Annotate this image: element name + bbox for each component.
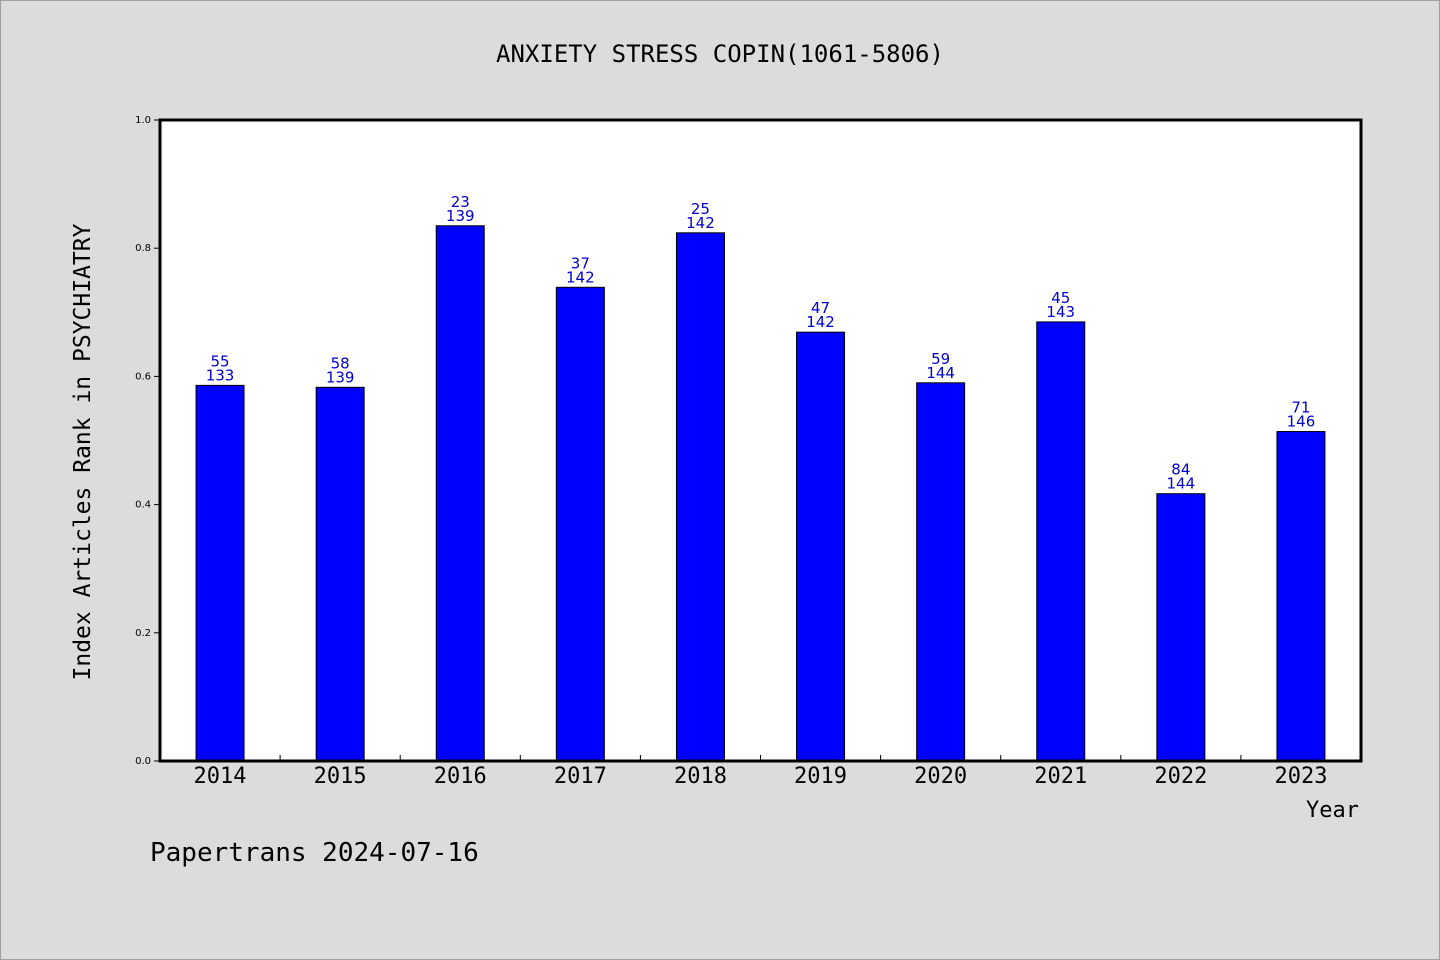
bar-2023 (1276, 431, 1326, 762)
rank-label: 55 (211, 352, 230, 370)
total-label: 142 (806, 313, 835, 331)
y-tick-label: 0.8 (135, 243, 151, 254)
x-tick-label: 2020 (914, 764, 967, 789)
rank-label: 23 (451, 193, 470, 211)
plot-border (158, 118, 1363, 763)
total-label: 144 (1167, 475, 1196, 493)
rank-label: 37 (571, 254, 590, 272)
y-tick-label: 1.0 (135, 115, 151, 126)
x-tick-label: 2016 (434, 764, 487, 789)
bar-2022 (1156, 493, 1206, 762)
total-label: 139 (326, 368, 355, 386)
bar-2015 (315, 386, 365, 762)
rank-label: 84 (1171, 461, 1190, 479)
x-tick-label: 2022 (1154, 764, 1207, 789)
total-label: 143 (1046, 303, 1075, 321)
x-tick-label: 2019 (794, 764, 847, 789)
total-label: 142 (566, 268, 595, 286)
total-label: 142 (686, 214, 715, 232)
rank-label: 25 (691, 200, 710, 218)
x-tick-label: 2018 (674, 764, 727, 789)
x-tick-label: 2015 (314, 764, 367, 789)
rank-label: 45 (1051, 289, 1070, 307)
x-tick-label: 2017 (554, 764, 607, 789)
bars-group (195, 225, 1326, 762)
total-label: 139 (446, 207, 475, 225)
y-tick-label: 0.4 (135, 500, 151, 511)
data-labels-group: 5513358139231393714225142471425914445143… (206, 193, 1316, 493)
x-tick-label: 2014 (194, 764, 247, 789)
bar-2021 (1036, 321, 1086, 762)
rank-label: 59 (931, 350, 950, 368)
y-tick-label: 0.0 (135, 756, 151, 767)
y-axis: 0.0 0.2 0.4 0.6 0.8 1.0 (135, 115, 160, 767)
x-tick-label: 2023 (1274, 764, 1327, 789)
x-axis-label: Year (1306, 798, 1359, 823)
bar-2016 (435, 225, 485, 762)
total-label: 133 (206, 366, 235, 384)
rank-label: 47 (811, 299, 830, 317)
y-tick-label: 0.6 (135, 371, 151, 382)
total-label: 144 (926, 364, 955, 382)
y-tick-label: 0.2 (135, 628, 151, 639)
chart-title: ANXIETY STRESS COPIN(1061-5806) (496, 40, 944, 68)
bar-2020 (916, 382, 966, 762)
bar-2017 (555, 286, 605, 762)
y-axis-label: Index Articles Rank in PSYCHIATRY (70, 223, 96, 680)
footer-credit: Papertrans 2024-07-16 (150, 838, 479, 868)
x-axis: 2014 2015 2016 2017 2018 2019 2020 2021 2022 2023 (194, 755, 1327, 789)
bar-2019 (796, 331, 846, 762)
rank-label: 58 (331, 354, 350, 372)
rank-label: 71 (1291, 399, 1310, 417)
x-tick-label: 2021 (1034, 764, 1087, 789)
total-label: 146 (1287, 413, 1316, 431)
bar-2018 (675, 232, 725, 762)
bar-2014 (195, 384, 245, 762)
